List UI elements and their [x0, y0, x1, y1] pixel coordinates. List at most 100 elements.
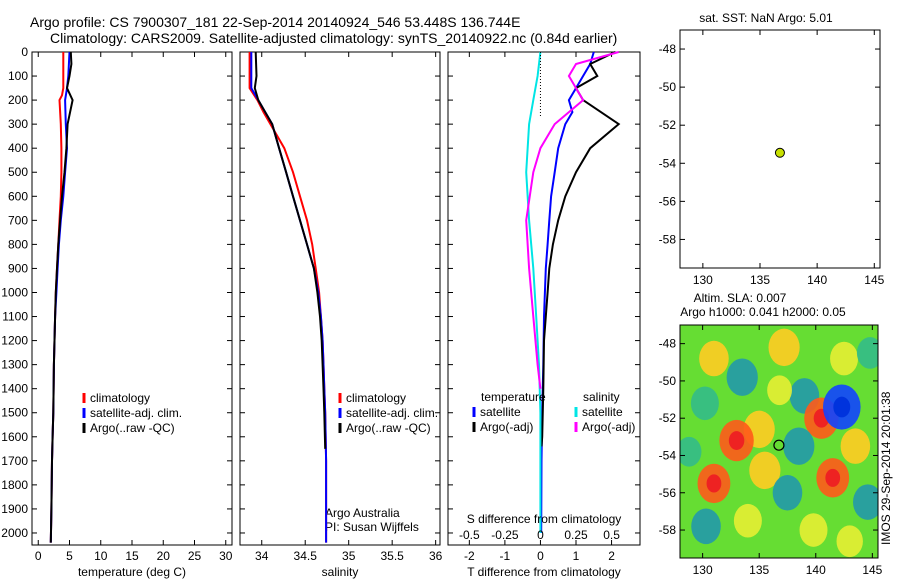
y-tick-label: 1300 — [1, 358, 28, 372]
y-tick-label: -50 — [659, 80, 677, 94]
heatmap-cell — [691, 508, 721, 545]
y-tick-label: 1600 — [1, 430, 28, 444]
heatmap-cell — [733, 503, 762, 538]
y-tick-label: 1800 — [1, 478, 28, 492]
series-line-salinity-satellite-adj-clim- — [250, 52, 328, 543]
series-line-salinity-argo-raw-qc- — [253, 51, 327, 449]
legend-header-temperature: temperature — [481, 390, 546, 404]
x-tick-label: 5 — [66, 549, 73, 563]
y-tick-label: 800 — [8, 237, 28, 251]
figure-title-line2: Climatology: CARS2009. Satellite-adjuste… — [50, 30, 617, 46]
x-tick-label: 10 — [94, 549, 108, 563]
legend-header-salinity: salinity — [583, 390, 620, 404]
y-tick-label: -58 — [659, 523, 677, 537]
x-axis-label-top: S difference from climatology — [467, 512, 622, 526]
legend-label-difference-salinity: satellite — [582, 405, 623, 419]
heatmap-cell — [836, 525, 863, 558]
heatmap-cell — [726, 358, 758, 396]
figure-title-line1: Argo profile: CS 7900307_181 22-Sep-2014… — [30, 14, 520, 30]
x-tick-label: 2 — [608, 549, 615, 563]
y-tick-label: 1700 — [1, 454, 28, 468]
y-tick-label: -52 — [659, 411, 677, 425]
y-tick-label: 1100 — [2, 310, 28, 324]
pi-label: PI: Susan Wijffels — [325, 520, 419, 534]
s-tick-label: 0.5 — [603, 528, 620, 542]
altimetry-title-line2: Argo h1000: 0.041 h2000: 0.05 — [680, 305, 846, 319]
y-tick-label: -48 — [659, 337, 677, 351]
s-tick-label: -0.25 — [491, 528, 519, 542]
y-tick-label: 300 — [8, 117, 28, 131]
series-line-difference-salinity-argo-adj- — [525, 51, 619, 389]
imos-credit: IMOS 29-Sep-2014 20:01:38 — [879, 391, 893, 545]
x-tick-label: 35 — [342, 549, 356, 563]
legend-label-temperature: Argo(..raw -QC) — [90, 421, 175, 435]
x-tick-label: 0 — [35, 549, 42, 563]
y-tick-label: -48 — [659, 42, 677, 56]
x-tick-label: 34.5 — [294, 549, 318, 563]
legend-label-salinity: satellite-adj. clim. — [346, 406, 438, 420]
sst-title: sat. SST: NaN Argo: 5.01 — [699, 11, 833, 25]
y-tick-label: 200 — [8, 93, 28, 107]
legend-label-temperature: satellite-adj. clim. — [90, 406, 182, 420]
float-position-marker — [774, 147, 785, 158]
series-line-temperature-argo-raw-qc- — [49, 51, 74, 543]
x-tick-label: 145 — [862, 563, 882, 577]
y-tick-label: 1900 — [1, 502, 28, 516]
altimetry-field — [680, 325, 878, 558]
heatmap-core — [833, 396, 851, 418]
y-tick-label: 600 — [8, 189, 28, 203]
y-tick-label: -58 — [659, 232, 677, 246]
legend-label-salinity: climatology — [346, 391, 406, 405]
series-line-difference-salinity-satellite — [525, 51, 542, 533]
x-axis-label: salinity — [322, 565, 359, 579]
x-tick-label: -1 — [500, 549, 511, 563]
altimetry-title-line1: Altim. SLA: 0.007 — [694, 291, 787, 305]
y-tick-label: 900 — [8, 261, 28, 275]
x-tick-label: 135 — [750, 273, 770, 287]
heatmap-cell — [767, 375, 792, 406]
x-tick-label: 35.5 — [380, 549, 404, 563]
heatmap-cell — [856, 337, 878, 369]
plots-layer: 0100200300400500600700800900100011001200… — [1, 29, 885, 579]
x-tick-label: 140 — [806, 563, 826, 577]
heatmap-cell — [749, 451, 781, 490]
heatmap-cell — [799, 513, 828, 547]
y-tick-label: -56 — [659, 486, 677, 500]
x-axis-label: T difference from climatology — [467, 565, 621, 579]
y-tick-label: -56 — [659, 194, 677, 208]
x-tick-label: -2 — [464, 549, 475, 563]
heatmap-cell — [690, 386, 719, 421]
heatmap-cell — [853, 484, 878, 520]
x-axis-label: temperature (deg C) — [78, 565, 186, 579]
heatmap-cell — [830, 341, 859, 376]
axes-box-difference — [447, 51, 641, 546]
legend-label-difference-salinity: Argo(-adj) — [582, 420, 635, 434]
heatmap-cell — [699, 340, 729, 377]
y-tick-label: 0 — [21, 45, 28, 59]
s-tick-label: 0.25 — [564, 528, 588, 542]
axes-box-temperature — [31, 51, 233, 546]
heatmap-cell — [840, 428, 871, 464]
x-tick-label: 140 — [807, 273, 827, 287]
heatmap-cell — [772, 475, 803, 511]
heatmap-cell — [783, 427, 815, 465]
axes-box-location — [679, 29, 881, 269]
x-tick-label: 30 — [219, 549, 233, 563]
legend-label-salinity: Argo(..raw -QC) — [346, 421, 431, 435]
y-tick-label: 700 — [8, 213, 28, 227]
legend-label-difference-temperature: satellite — [480, 405, 521, 419]
series-line-salinity-climatology — [248, 52, 328, 543]
axes-box-salinity — [239, 51, 441, 546]
y-tick-label: 1500 — [1, 406, 28, 420]
x-tick-label: 25 — [188, 549, 202, 563]
heatmap-core — [728, 431, 745, 451]
x-tick-label: 130 — [693, 563, 713, 577]
heatmap-core — [825, 468, 841, 487]
x-tick-label: 130 — [693, 273, 713, 287]
heatmap-cell — [768, 328, 800, 367]
heatmap-cell — [680, 436, 702, 467]
x-tick-label: 135 — [749, 563, 769, 577]
x-tick-label: 15 — [125, 549, 139, 563]
y-tick-label: 2000 — [1, 526, 28, 540]
series-line-difference-temperature-argo-adj- — [540, 51, 621, 447]
